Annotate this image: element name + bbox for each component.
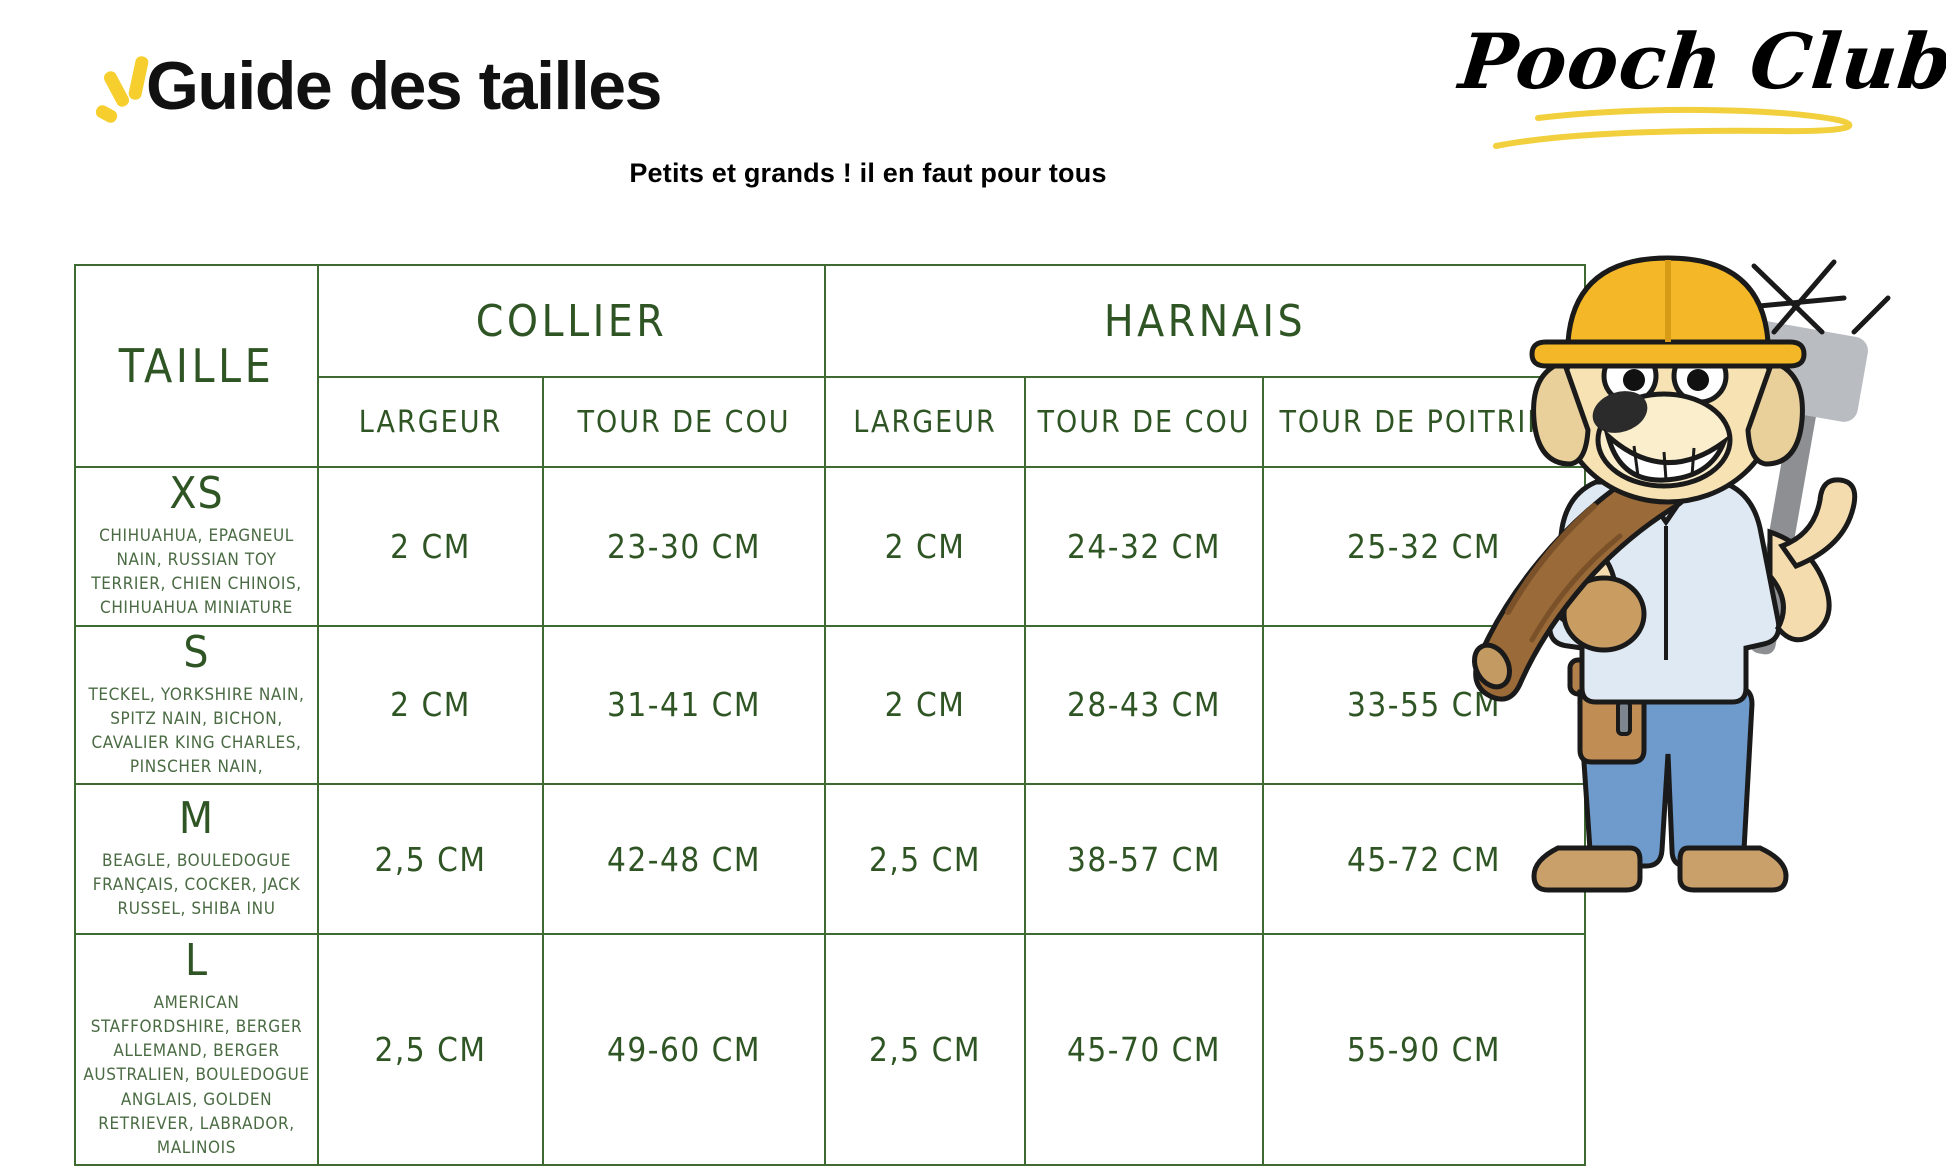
right-eye <box>1671 347 1729 405</box>
hammer-icon <box>1721 320 1868 655</box>
sparkle-burst-icon <box>93 55 156 126</box>
size-letter: XS <box>169 468 224 519</box>
size-table: Taille Collier Harnais Largeur Tour de c… <box>74 264 1586 1166</box>
table-row: S Teckel, Yorkshire nain, Spitz nain, Bi… <box>74 624 1586 785</box>
page-title: Guide des tailles <box>146 48 662 124</box>
impact-lines-icon <box>1735 259 1891 335</box>
cell-collier-tour-de-cou: 31-41 CM <box>542 624 826 785</box>
brand-underline-swoosh <box>1493 106 1853 149</box>
size-letter: M <box>178 792 215 844</box>
cell-collier-tour-de-cou: 23-30 CM <box>542 466 826 627</box>
cell-harnais-largeur: 2 CM <box>824 624 1026 785</box>
subheader-harnais-tour-de-poitrine: Tour de Poitrine <box>1262 376 1586 468</box>
right-ear <box>1745 358 1805 467</box>
table-row: XS Chihuahua, Epagneul nain, Russian Toy… <box>74 466 1586 627</box>
size-cell-m: M Beagle, Bouledogue français, Cocker, J… <box>74 783 319 935</box>
header-harnais: Harnais <box>824 264 1586 378</box>
cell-collier-tour-de-cou: 49-60 CM <box>542 933 826 1166</box>
snout <box>1595 391 1733 489</box>
header-taille: Taille <box>74 264 319 468</box>
tail <box>1778 477 1858 570</box>
size-cell-l: L American Staffordshire, Berger alleman… <box>74 933 319 1166</box>
breed-list: Chihuahua, Epagneul nain, Russian Toy Te… <box>91 526 302 619</box>
cell-harnais-largeur: 2,5 CM <box>824 783 1026 935</box>
dog-head <box>1557 303 1779 505</box>
cell-harnais-tour-de-poitrine: 25-32 CM <box>1262 466 1586 627</box>
table-row: L American Staffordshire, Berger alleman… <box>74 933 1586 1166</box>
cell-collier-largeur: 2 CM <box>317 466 544 627</box>
collar <box>1637 482 1695 527</box>
subheader-collier-tour-de-cou: Tour de cou <box>542 376 826 468</box>
header-collier: Collier <box>317 264 826 378</box>
cell-collier-tour-de-cou: 42-48 CM <box>542 783 826 935</box>
cell-collier-largeur: 2,5 CM <box>317 933 544 1166</box>
cell-harnais-largeur: 2 CM <box>824 466 1026 627</box>
subtitle: Petits et grands ! il en faut pour tous <box>629 158 1107 188</box>
cell-harnais-tour-de-cou: 45-70 CM <box>1024 933 1264 1166</box>
cell-harnais-tour-de-cou: 28-43 CM <box>1024 624 1264 785</box>
size-cell-xs: XS Chihuahua, Epagneul nain, Russian Toy… <box>74 466 319 627</box>
cell-collier-largeur: 2 CM <box>317 624 544 785</box>
cell-harnais-tour-de-cou: 38-57 CM <box>1024 783 1264 935</box>
subheader-harnais-tour-de-cou: Tour de cou <box>1024 376 1264 468</box>
screwdriver-icon <box>1592 626 1612 672</box>
brand-name: Pooch Club. <box>1455 17 1946 106</box>
left-eye <box>1601 347 1659 405</box>
right-arm <box>1767 528 1832 643</box>
mouth <box>1603 428 1730 483</box>
size-table-container: Taille Collier Harnais Largeur Tour de c… <box>74 264 1586 1166</box>
subheader-collier-largeur: Largeur <box>317 376 544 468</box>
right-shoe <box>1677 845 1789 893</box>
nose <box>1592 391 1648 433</box>
cell-harnais-tour-de-cou: 24-32 CM <box>1024 466 1264 627</box>
table-sub-header-row: Largeur Tour de cou Largeur Tour de cou … <box>75 376 1586 468</box>
breed-list: Teckel, Yorkshire nain, Spitz nain, Bich… <box>88 684 305 777</box>
size-cell-s: S Teckel, Yorkshire nain, Spitz nain, Bi… <box>74 624 319 785</box>
wrench-icon <box>1616 700 1632 736</box>
cell-harnais-largeur: 2,5 CM <box>824 933 1026 1166</box>
tool-pouch <box>1577 689 1647 765</box>
breed-list: Beagle, Bouledogue français, Cocker, Jac… <box>92 850 301 920</box>
size-letter: L <box>184 935 209 986</box>
breed-list: American Staffordshire, Berger allemand,… <box>83 993 310 1158</box>
cell-harnais-tour-de-poitrine: 45-72 CM <box>1262 783 1586 935</box>
cell-collier-largeur: 2,5 CM <box>317 783 544 935</box>
hard-hat <box>1565 255 1771 345</box>
jeans <box>1577 685 1755 869</box>
subheader-harnais-largeur: Largeur <box>824 376 1026 468</box>
table-group-header-row: Taille Collier Harnais <box>74 264 1586 468</box>
cell-harnais-tour-de-poitrine: 55-90 CM <box>1262 933 1586 1166</box>
tool-belt <box>1567 657 1749 697</box>
table-row: M Beagle, Bouledogue français, Cocker, J… <box>74 783 1586 935</box>
brand-logo: Pooch Club. <box>1455 17 1946 152</box>
page-header: Guide des tailles <box>93 48 662 126</box>
cell-harnais-tour-de-poitrine: 33-55 CM <box>1262 624 1586 785</box>
size-letter: S <box>183 626 210 678</box>
